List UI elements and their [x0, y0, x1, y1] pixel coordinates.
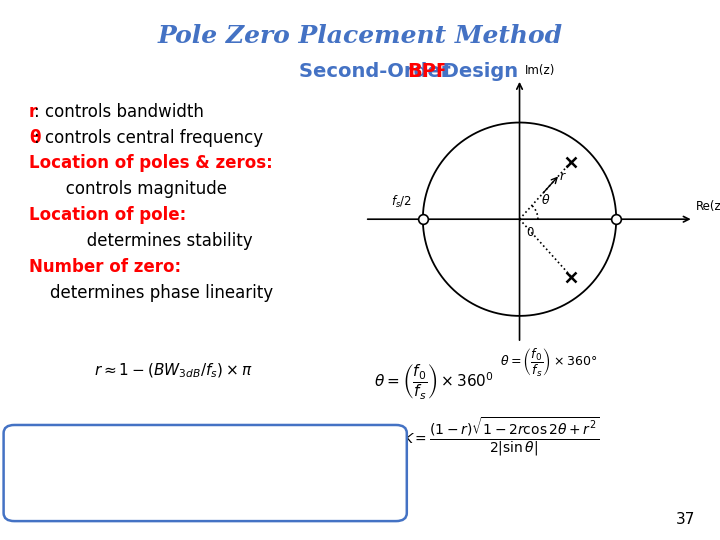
Text: Second-Order: Second-Order	[299, 62, 457, 81]
Text: controls magnitude: controls magnitude	[29, 180, 227, 198]
Text: determines phase linearity: determines phase linearity	[29, 284, 273, 302]
Text: determines stability: determines stability	[29, 232, 253, 250]
Text: Re(z): Re(z)	[696, 200, 720, 213]
Text: Im(z): Im(z)	[526, 64, 556, 77]
Text: r: r	[559, 170, 564, 183]
Text: $K = \dfrac{(1-r)\sqrt{1-2r\cos 2\theta + r^2}}{2|\sin\theta|}$: $K = \dfrac{(1-r)\sqrt{1-2r\cos 2\theta …	[403, 416, 600, 458]
Text: $\theta =\left(\dfrac{f_0}{f_s}\right)\times 360°$: $\theta =\left(\dfrac{f_0}{f_s}\right)\t…	[500, 347, 597, 379]
Text: Location of poles & zeros:: Location of poles & zeros:	[29, 154, 273, 172]
Text: 0: 0	[526, 226, 534, 239]
Text: $\theta$: $\theta$	[541, 193, 550, 207]
Text: Location of pole:: Location of pole:	[29, 206, 186, 224]
Text: Design: Design	[436, 62, 518, 81]
Text: $r \approx 1 - (BW_{3dB}/f_s) \times \pi$: $r \approx 1 - (BW_{3dB}/f_s) \times \pi…	[94, 362, 253, 380]
Text: r: r	[29, 103, 37, 120]
Text: BPF: BPF	[407, 62, 449, 81]
Text: 37: 37	[675, 511, 695, 526]
Text: $f_s/2$: $f_s/2$	[390, 193, 411, 210]
Text: : controls bandwidth: : controls bandwidth	[34, 103, 204, 120]
Text: θ: θ	[29, 129, 40, 146]
Text: $H(z) = \dfrac{K(z-1)(z+1)}{(z-re^{j\theta})(z-re^{-j\theta})} = \dfrac{K(z^2-1): $H(z) = \dfrac{K(z-1)(z+1)}{(z-re^{j\the…	[25, 437, 321, 472]
Text: : controls central frequency: : controls central frequency	[34, 129, 263, 146]
Text: Pole Zero Placement Method: Pole Zero Placement Method	[158, 24, 562, 48]
Text: $\theta = \left(\dfrac{f_0}{f_s}\right) \times 360^0$: $\theta = \left(\dfrac{f_0}{f_s}\right) …	[374, 362, 494, 401]
Text: Number of zero:: Number of zero:	[29, 258, 181, 276]
